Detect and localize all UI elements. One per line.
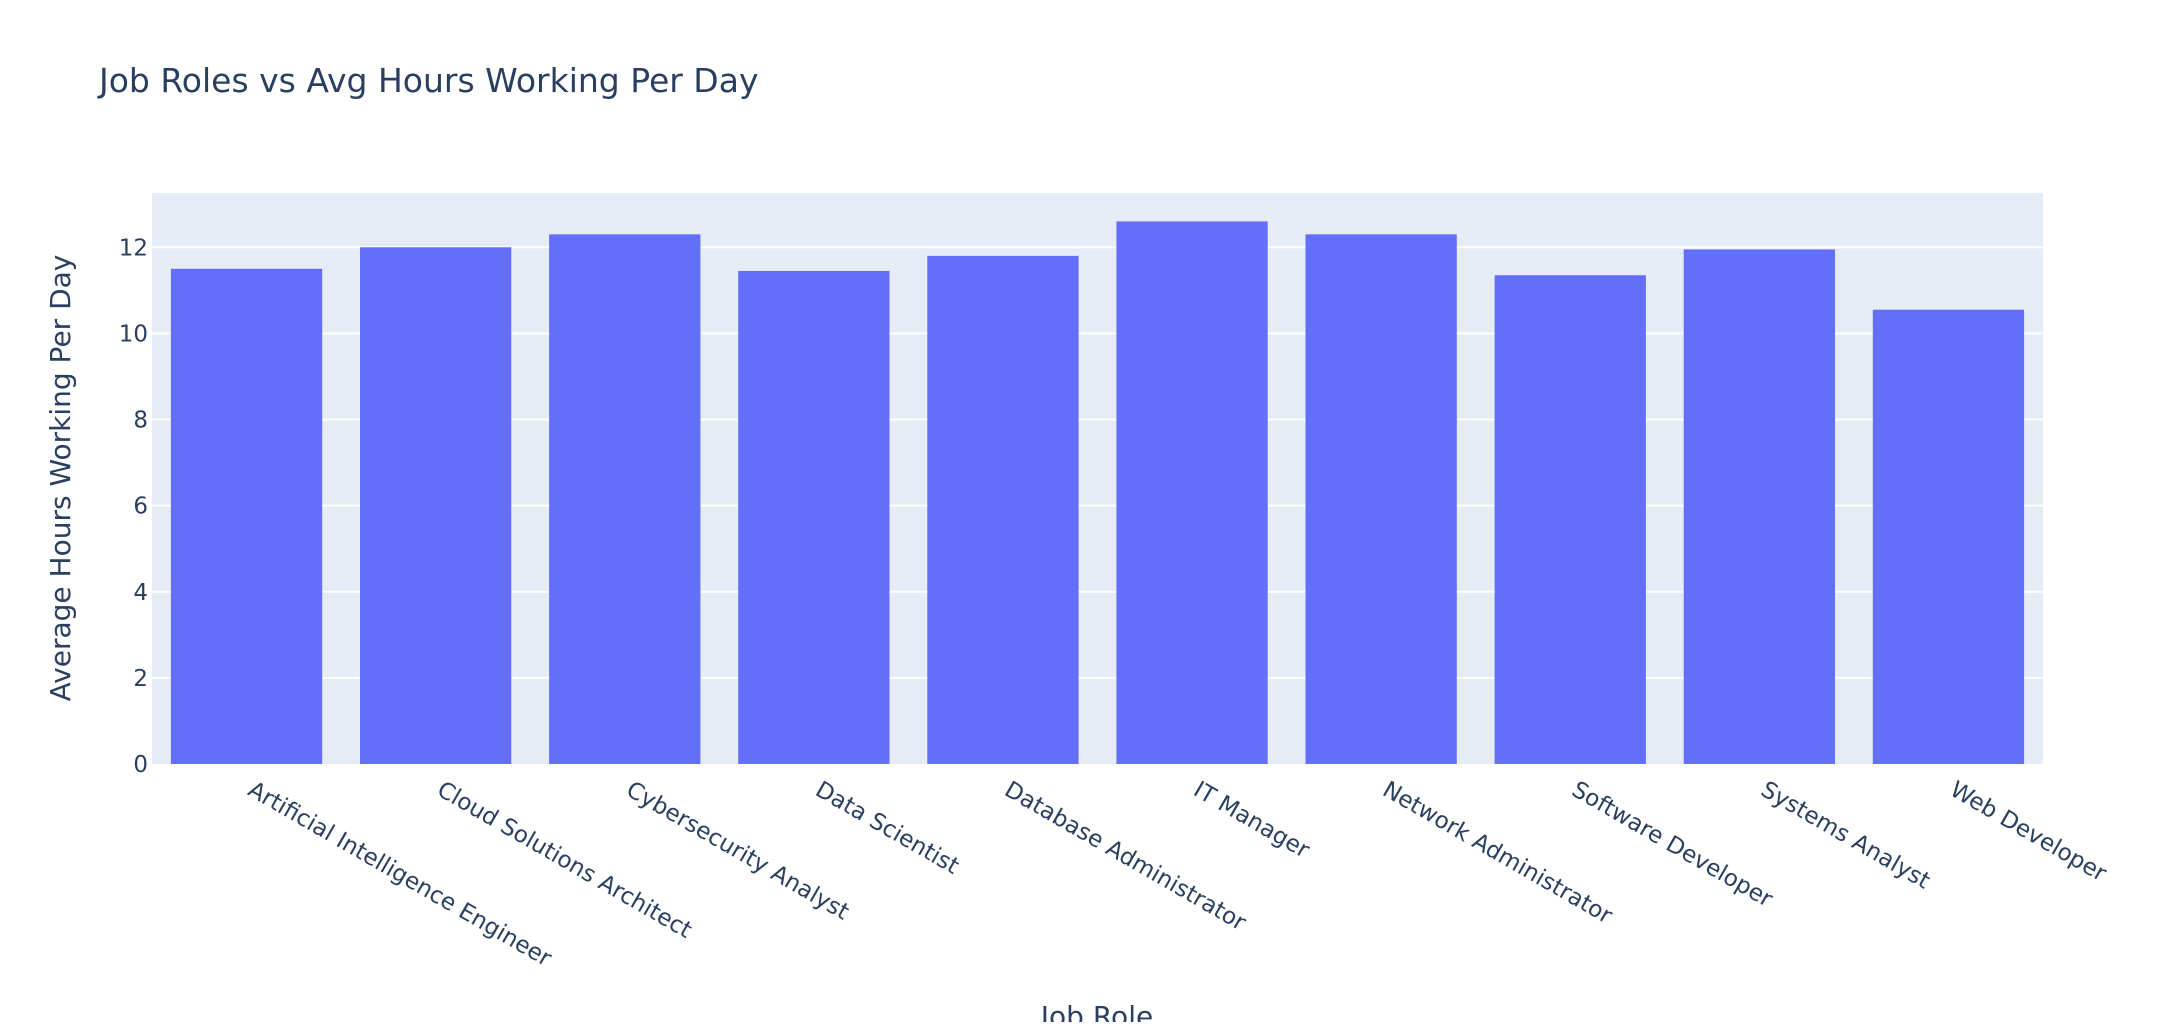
bar[interactable] [1305, 234, 1457, 765]
x-tick-label: Software Developer [1567, 777, 1777, 913]
y-tick-label: 0 [133, 752, 148, 778]
x-tick-label: IT Manager [1189, 777, 1314, 864]
bar[interactable] [927, 255, 1079, 764]
y-tick-label: 10 [119, 321, 148, 347]
bar[interactable] [1494, 275, 1646, 764]
x-tick-label: Data Scientist [811, 777, 963, 880]
y-axis-ticks: 0 2 4 6 8 10 12 [119, 235, 148, 778]
bar[interactable] [360, 247, 512, 764]
bar[interactable] [1872, 309, 2025, 764]
bar[interactable] [1116, 221, 1268, 765]
bar[interactable] [170, 268, 323, 764]
chart-title: Job Roles vs Avg Hours Working Per Day [97, 61, 758, 100]
y-tick-label: 2 [133, 666, 148, 692]
y-tick-label: 12 [119, 235, 148, 261]
y-tick-label: 4 [133, 580, 148, 606]
x-tick-label: Artificial Intelligence Engineer [244, 777, 557, 973]
x-axis-title: Job Role [1039, 1000, 1153, 1022]
x-tick-label: Systems Analyst [1756, 777, 1934, 895]
bar[interactable] [1683, 249, 1835, 764]
y-tick-label: 8 [133, 408, 148, 434]
bars [170, 221, 2025, 765]
y-axis-title: Average Hours Working Per Day [44, 255, 77, 702]
bar[interactable] [549, 234, 701, 765]
y-tick-label: 6 [133, 494, 148, 520]
bar[interactable] [738, 270, 890, 764]
x-tick-label: Web Developer [1945, 777, 2111, 888]
